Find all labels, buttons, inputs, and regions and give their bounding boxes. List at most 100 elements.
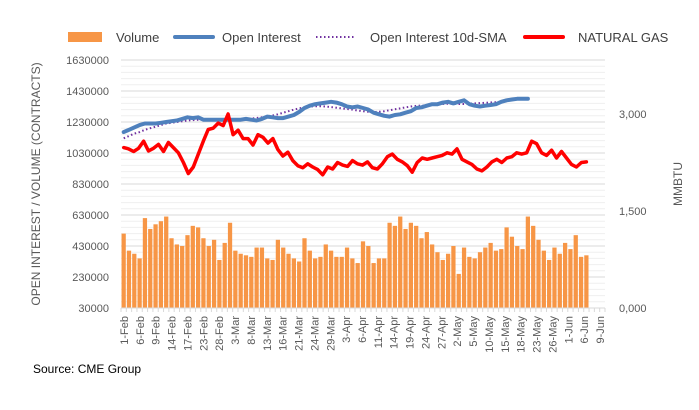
x-tick-label: 21-Mar [294, 316, 306, 351]
x-tick-label: 15-May [500, 316, 512, 353]
volume-bars [121, 216, 589, 308]
volume-bar [536, 239, 541, 308]
x-tick-label: 6-Jun [579, 316, 591, 344]
volume-bar [430, 244, 435, 308]
volume-bar [334, 256, 339, 308]
volume-bar [286, 253, 291, 308]
volume-bar [578, 256, 584, 308]
legend: Volume Open Interest Open Interest 10d-SMA… [68, 30, 669, 45]
x-tick-label: 3-Mar [230, 316, 242, 345]
volume-bar [525, 216, 531, 308]
volume-bar [573, 235, 578, 308]
x-tick-label: 11-Apr [373, 316, 385, 349]
volume-bar [169, 238, 174, 308]
volume-bar [281, 247, 286, 308]
volume-bar [142, 218, 148, 308]
volume-bar [211, 239, 217, 308]
volume-bar [297, 261, 302, 308]
x-tick-label: 23-May [532, 316, 544, 353]
volume-bar [339, 256, 344, 308]
volume-bar [382, 258, 387, 308]
x-tick-label: 18-May [516, 316, 528, 353]
x-tick-label: 27-Apr [436, 316, 448, 349]
volume-bar [562, 242, 568, 308]
volume-bar [509, 236, 515, 308]
volume-bar [360, 241, 366, 308]
volume-bar [307, 250, 312, 308]
volume-bar [190, 225, 195, 308]
volume-bar [164, 216, 169, 308]
left-tick-label: 830000 [72, 179, 109, 191]
volume-bar [344, 247, 350, 308]
volume-bar [477, 252, 483, 308]
volume-bar [414, 225, 419, 308]
x-tick-label: 14-Apr [389, 316, 401, 349]
x-tick-label: 2-May [452, 316, 464, 347]
open-interest-line [121, 96, 530, 135]
volume-bar [121, 233, 126, 308]
volume-bar [355, 263, 360, 308]
x-tick-label: 6-Apr [357, 316, 369, 343]
x-tick-label: 29-Mar [325, 316, 337, 351]
left-tick-label: 1030000 [66, 148, 109, 160]
volume-bar [254, 247, 259, 308]
volume-bar [350, 258, 355, 308]
right-axis-title: MMBTU [671, 162, 685, 206]
legend-label: NATURAL GAS [578, 30, 669, 45]
x-tick-label: 1-Feb [119, 316, 131, 345]
volume-bar [520, 249, 525, 308]
volume-bar [456, 273, 461, 308]
x-tick-label: 26-May [547, 316, 559, 353]
left-axis-ticks: 1630000 1430000 1230000 1030000 830000 630000… [66, 55, 109, 315]
right-tick-label: 1,500 [619, 206, 647, 218]
volume-bar [531, 225, 536, 308]
legend-swatch-volume [68, 32, 102, 42]
volume-bar [275, 239, 281, 308]
volume-bar [132, 253, 137, 308]
volume-bar [222, 242, 227, 308]
volume-bar [568, 249, 573, 308]
volume-bar [206, 246, 211, 308]
left-tick-label: 230000 [72, 272, 109, 284]
volume-bar [435, 252, 440, 308]
volume-bar [403, 228, 408, 308]
left-axis-title: OPEN INTEREST / VOLUME (CONTRACTS) [29, 62, 43, 305]
volume-bar [233, 250, 238, 308]
volume-bar [392, 225, 398, 308]
right-axis-ticks: 3,000 1,500 0,000 [619, 109, 647, 315]
x-tick-label: 28-Feb [214, 316, 226, 351]
volume-bar [461, 247, 467, 308]
volume-bar [243, 255, 249, 308]
volume-bar [541, 250, 546, 308]
volume-bar [126, 250, 132, 308]
volume-bar [259, 247, 265, 308]
volume-bar [180, 246, 185, 308]
volume-bar [227, 222, 233, 308]
volume-bar [557, 253, 562, 308]
volume-bar [270, 259, 275, 308]
volume-bar [158, 221, 164, 308]
x-tick-label: 14-Feb [167, 316, 179, 351]
x-tick-label: 19-Apr [405, 316, 417, 349]
x-tick-label: 23-Feb [198, 316, 210, 351]
x-tick-label: 1-Jun [563, 316, 575, 344]
volume-bar [185, 235, 190, 308]
volume-bar [408, 222, 413, 308]
volume-bar [366, 246, 371, 308]
left-tick-label: 1230000 [66, 117, 109, 129]
x-tick-label: 17-Feb [182, 316, 194, 351]
x-tick-label: 6-Feb [135, 316, 147, 345]
volume-bar [424, 232, 429, 308]
x-tick-label: 9-Feb [151, 316, 163, 345]
volume-bar [238, 253, 243, 308]
volume-bar [313, 258, 318, 308]
x-tick-label: 9-Jun [595, 316, 607, 344]
left-tick-label: 30000 [78, 303, 109, 315]
x-axis-ticks: 1-Feb 6-Feb 9-Feb 14-Feb 17-Feb 23-Feb 28-Feb 3… [119, 307, 607, 353]
volume-bar [488, 242, 493, 308]
volume-bar [376, 258, 382, 308]
legend-label: Open Interest [222, 30, 301, 45]
volume-bar [265, 258, 270, 308]
volume-bar [328, 250, 334, 308]
